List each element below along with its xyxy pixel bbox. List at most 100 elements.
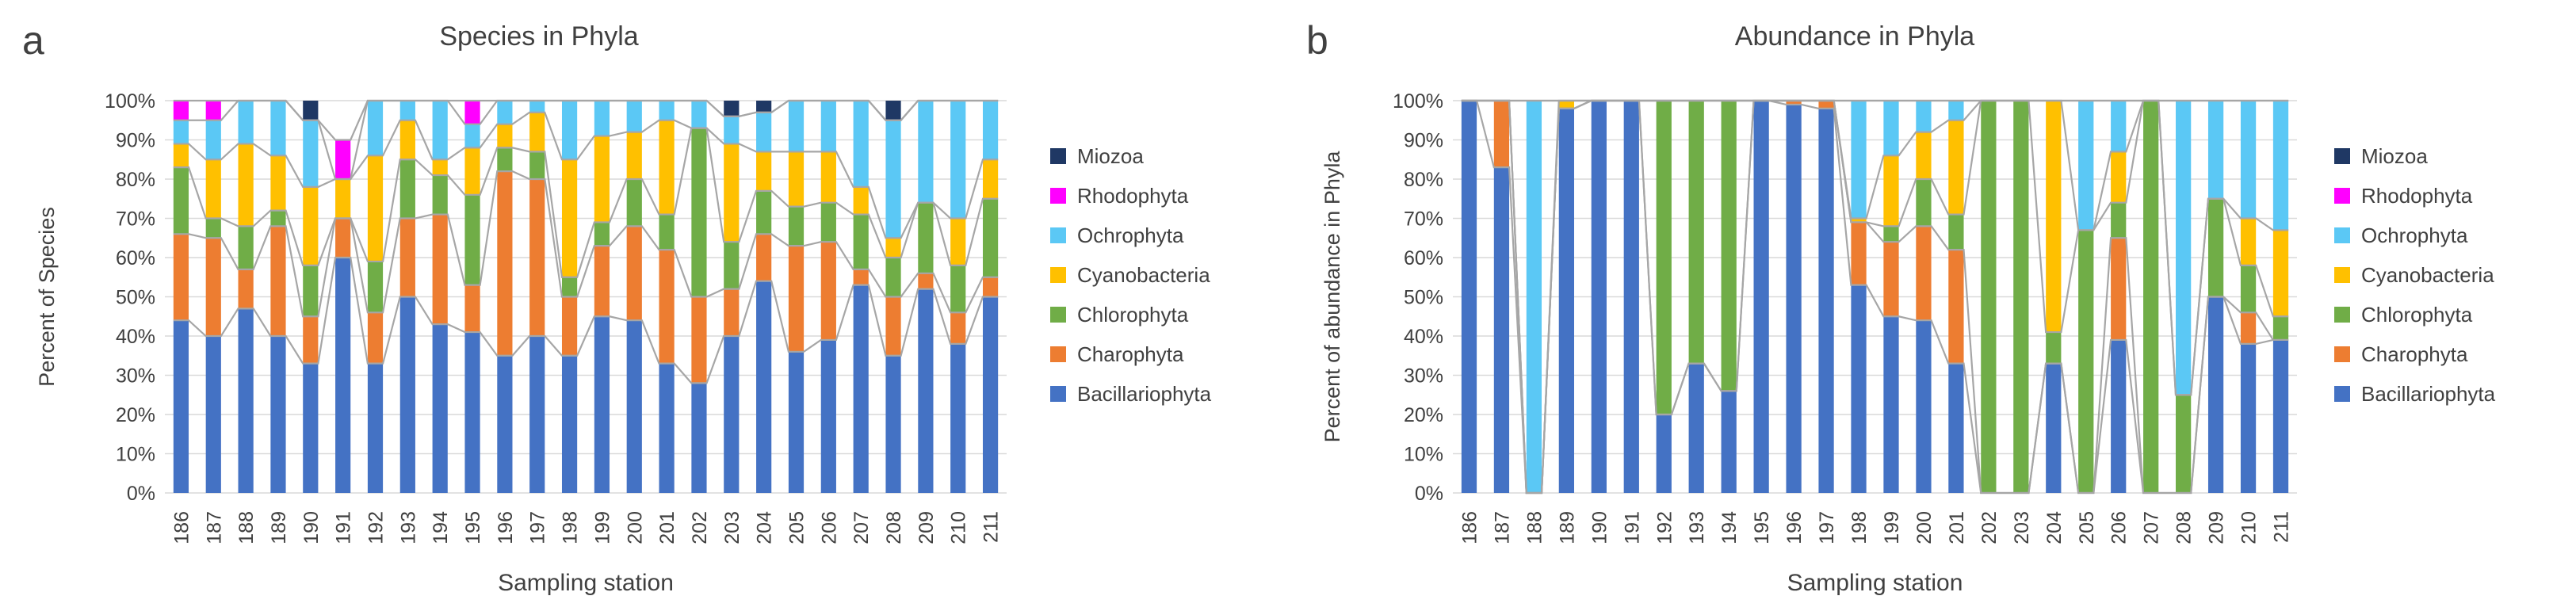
bar-segment-ochrophyta bbox=[982, 101, 999, 160]
bar-segment-chlorophyta bbox=[1883, 226, 1899, 243]
x-tick-label: 211 bbox=[2271, 511, 2293, 543]
bar-segment-charophyta bbox=[691, 296, 707, 384]
bar-segment-bacillariophyta bbox=[1721, 391, 1737, 493]
bar-segment-ochrophyta bbox=[788, 101, 805, 152]
bar-segment-charophyta bbox=[1851, 222, 1867, 285]
bar-segment-charophyta bbox=[205, 238, 221, 336]
bar-segment-charophyta bbox=[399, 218, 415, 297]
chart-abundance-in-phyla: Abundance in Phyla 0% 10% 20% 30% 40% 50% 60% 70… bbox=[1320, 21, 2496, 596]
bar-segment-cyanobacteria bbox=[756, 151, 772, 191]
bar-segment-bacillariophyta bbox=[1883, 316, 1899, 493]
x-tick-label: 188 bbox=[235, 511, 258, 544]
bar-segment-bacillariophyta bbox=[335, 258, 351, 493]
bar-segment-bacillariophyta bbox=[1851, 285, 1867, 493]
legend-label: Miozoa bbox=[1077, 144, 1144, 168]
bar-segment-chlorophyta bbox=[205, 218, 221, 239]
bar-segment-charophyta bbox=[1818, 101, 1834, 109]
x-tick-label: 196 bbox=[495, 511, 517, 544]
bar-segment-bacillariophyta bbox=[2240, 343, 2257, 493]
legend-label: Miozoa bbox=[2361, 144, 2428, 168]
legend-label: Cyanobacteria bbox=[2361, 263, 2494, 287]
bar-segment-ochrophyta bbox=[1851, 101, 1867, 219]
bar-segment-cyanobacteria bbox=[173, 143, 189, 168]
bar-segment-charophyta bbox=[1786, 101, 1802, 105]
bar-segment-charophyta bbox=[982, 277, 999, 297]
bar-segment-ochrophyta bbox=[2272, 101, 2289, 231]
y-tick-label: 50% bbox=[116, 287, 155, 309]
x-tick-label: 203 bbox=[721, 511, 743, 544]
bar-segment-chlorophyta bbox=[497, 147, 513, 172]
bar-segment-ochrophyta bbox=[367, 101, 384, 156]
bar-segment-chlorophyta bbox=[2272, 316, 2289, 340]
bar-segment-bacillariophyta bbox=[173, 320, 189, 493]
x-tick-label: 201 bbox=[1946, 511, 1968, 544]
bar-segment-bacillariophyta bbox=[464, 332, 480, 493]
x-tick-label: 200 bbox=[624, 511, 646, 544]
bar-segment-miozoa bbox=[885, 101, 901, 120]
bar-segment-ochrophyta bbox=[1883, 101, 1899, 156]
bar-segment-bacillariophyta bbox=[885, 355, 901, 493]
x-tick-label: 195 bbox=[1751, 511, 1773, 544]
legend-swatch bbox=[1050, 346, 1066, 362]
bar-segment-cyanobacteria bbox=[2272, 230, 2289, 317]
bar-segment-ochrophyta bbox=[820, 101, 836, 152]
legend-label: Rhodophyta bbox=[2361, 184, 2473, 208]
y-tick-label: 20% bbox=[1404, 404, 1443, 426]
bar-segment-chlorophyta bbox=[853, 214, 869, 269]
series-line bbox=[173, 170, 999, 318]
bar-segment-chlorophyta bbox=[756, 190, 772, 235]
bar-segment-bacillariophyta bbox=[594, 316, 610, 493]
legend-swatch bbox=[2334, 188, 2350, 204]
x-tick-label: 197 bbox=[1816, 511, 1838, 544]
bar-segment-ochrophyta bbox=[205, 120, 221, 160]
x-tick-label: 207 bbox=[850, 511, 873, 544]
y-axis-label: Percent of abundance in Phyla bbox=[1320, 151, 1344, 443]
chart-title: Species in Phyla bbox=[439, 21, 638, 52]
x-tick-label: 193 bbox=[397, 511, 419, 544]
legend-swatch bbox=[1050, 386, 1066, 402]
bar-segment-ochrophyta bbox=[1526, 101, 1542, 493]
bar-segment-chlorophyta bbox=[2207, 198, 2224, 297]
bar-segment-ochrophyta bbox=[2176, 101, 2192, 395]
bar-segment-charophyta bbox=[853, 269, 869, 285]
bar-segment-bacillariophyta bbox=[2207, 296, 2224, 493]
y-tick-label: 0% bbox=[127, 483, 155, 505]
bar-segment-chlorophyta bbox=[2240, 265, 2257, 313]
bar-segment-bacillariophyta bbox=[367, 363, 384, 493]
bar-segment-cyanobacteria bbox=[464, 147, 480, 195]
bar-segment-bacillariophyta bbox=[432, 324, 448, 493]
bar-segment-cyanobacteria bbox=[724, 143, 740, 243]
legend-swatch bbox=[1050, 307, 1066, 323]
x-tick-label: 198 bbox=[1848, 511, 1871, 544]
bar-segment-cyanobacteria bbox=[2240, 218, 2257, 265]
legend-swatch bbox=[1050, 227, 1066, 243]
bar-segment-cyanobacteria bbox=[238, 143, 254, 227]
legend-label: Bacillariophyta bbox=[1077, 382, 1212, 406]
bar-segment-chlorophyta bbox=[659, 214, 675, 250]
y-tick-label: 60% bbox=[1404, 247, 1443, 269]
bar-segment-chlorophyta bbox=[885, 258, 901, 297]
bar-segment-ochrophyta bbox=[561, 101, 578, 160]
legend-label: Ochrophyta bbox=[1077, 223, 1184, 247]
bar-segment-bacillariophyta bbox=[1591, 101, 1607, 493]
x-tick-label: 187 bbox=[203, 511, 225, 544]
series-line bbox=[173, 256, 999, 384]
legend-swatch bbox=[2334, 307, 2350, 323]
bar-segment-bacillariophyta bbox=[2111, 339, 2127, 493]
bar-segment-chlorophyta bbox=[1916, 179, 1932, 227]
bar-segment-chlorophyta bbox=[918, 202, 934, 273]
bar-segment-ochrophyta bbox=[853, 101, 869, 187]
bar-segment-cyanobacteria bbox=[432, 159, 448, 176]
y-tick-label: 70% bbox=[116, 208, 155, 231]
x-tick-label: 199 bbox=[591, 511, 613, 544]
bar-segment-bacillariophyta bbox=[399, 296, 415, 493]
bar-segment-ochrophyta bbox=[918, 101, 934, 203]
bar-segment-ochrophyta bbox=[756, 112, 772, 152]
bar-segment-cyanobacteria bbox=[594, 136, 610, 223]
bar-segment-bacillariophyta bbox=[756, 281, 772, 493]
x-tick-label: 203 bbox=[2011, 511, 2033, 544]
bar-segment-bacillariophyta bbox=[982, 296, 999, 493]
y-tick-label: 80% bbox=[1404, 169, 1443, 191]
bar-segment-bacillariophyta bbox=[1786, 104, 1802, 493]
bar-segment-charophyta bbox=[270, 226, 286, 336]
